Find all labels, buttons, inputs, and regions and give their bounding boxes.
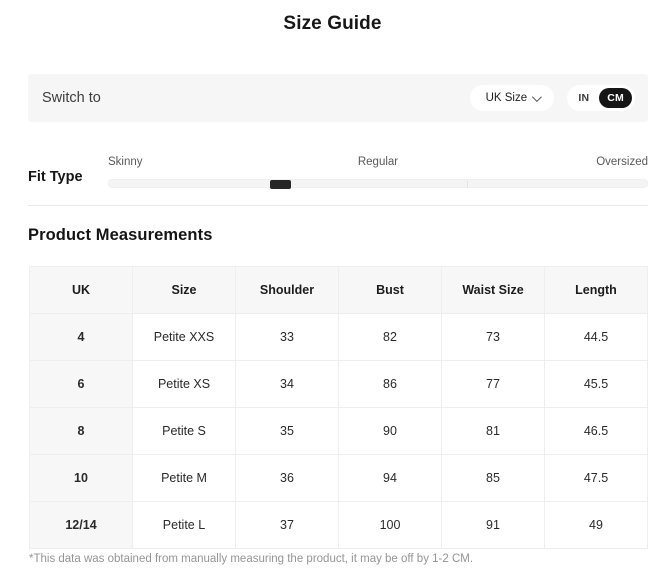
unit-toggle-group: IN CM: [567, 85, 635, 111]
cell-uk: 6: [29, 360, 133, 408]
cell-uk: 12/14: [29, 501, 133, 549]
measurements-table: UK Size Shoulder Bust Waist Size Length …: [29, 266, 648, 549]
table-row: 8 Petite S 35 90 81 46.5: [29, 407, 648, 455]
cell-length: 49: [544, 501, 648, 549]
switch-to-label: Switch to: [42, 90, 101, 106]
table-row: 4 Petite XXS 33 82 73 44.5: [29, 313, 648, 361]
cell-length: 44.5: [544, 313, 648, 361]
column-header-length: Length: [544, 266, 648, 314]
cell-bust: 94: [338, 454, 442, 502]
cell-shoulder: 34: [235, 360, 339, 408]
cell-waist-size: 85: [441, 454, 545, 502]
cell-shoulder: 33: [235, 313, 339, 361]
cell-waist-size: 81: [441, 407, 545, 455]
table-body: 4 Petite XXS 33 82 73 44.5 6 Petite XS 3…: [29, 313, 648, 549]
column-header-uk: UK: [29, 266, 133, 314]
cell-waist-size: 73: [441, 313, 545, 361]
cell-bust: 100: [338, 501, 442, 549]
cell-shoulder: 35: [235, 407, 339, 455]
fit-tick-regular: Regular: [357, 156, 399, 168]
cell-size: Petite M: [132, 454, 236, 502]
chevron-down-icon: [532, 91, 542, 102]
column-header-bust: Bust: [338, 266, 442, 314]
unit-switch-bar: Switch to UK Size IN CM: [28, 74, 648, 122]
cell-size: Petite S: [132, 407, 236, 455]
fit-type-slider[interactable]: Skinny Regular Oversized: [108, 150, 648, 194]
column-header-size: Size: [132, 266, 236, 314]
cell-size: Petite XS: [132, 360, 236, 408]
fit-type-slider-thumb[interactable]: [270, 180, 292, 189]
column-header-shoulder: Shoulder: [235, 266, 339, 314]
product-measurements-title: Product Measurements: [28, 226, 213, 244]
fit-tick-skinny: Skinny: [108, 156, 143, 168]
cell-length: 45.5: [544, 360, 648, 408]
cell-size: Petite XXS: [132, 313, 236, 361]
table-row: 6 Petite XS 34 86 77 45.5: [29, 360, 648, 408]
cell-length: 46.5: [544, 407, 648, 455]
cell-uk: 8: [29, 407, 133, 455]
fit-type-label: Fit Type: [28, 169, 83, 185]
table-row: 12/14 Petite L 37 100 91 49: [29, 501, 648, 549]
table-head: UK Size Shoulder Bust Waist Size Length: [29, 266, 648, 314]
table-row: 10 Petite M 36 94 85 47.5: [29, 454, 648, 502]
cell-shoulder: 36: [235, 454, 339, 502]
cell-shoulder: 37: [235, 501, 339, 549]
cell-bust: 82: [338, 313, 442, 361]
fit-type-slider-track[interactable]: [108, 179, 648, 189]
fit-type-tick-labels: Skinny Regular Oversized: [108, 156, 648, 172]
fit-tick-oversized: Oversized: [596, 156, 648, 168]
cell-waist-size: 91: [441, 501, 545, 549]
unit-option-cm[interactable]: CM: [599, 88, 632, 108]
size-system-dropdown[interactable]: UK Size: [470, 85, 555, 111]
fit-type-row: Fit Type Skinny Regular Oversized: [28, 150, 648, 194]
unit-option-in[interactable]: IN: [570, 88, 597, 108]
slider-tick-divider: [467, 181, 469, 188]
switch-controls: UK Size IN CM: [470, 85, 635, 111]
cell-uk: 4: [29, 313, 133, 361]
cell-bust: 90: [338, 407, 442, 455]
section-divider: [28, 205, 648, 206]
cell-length: 47.5: [544, 454, 648, 502]
cell-waist-size: 77: [441, 360, 545, 408]
cell-bust: 86: [338, 360, 442, 408]
page-title: Size Guide: [283, 13, 382, 34]
table-header-row: UK Size Shoulder Bust Waist Size Length: [29, 266, 648, 314]
measurements-table-wrapper: UK Size Shoulder Bust Waist Size Length …: [29, 266, 648, 549]
size-system-value: UK Size: [485, 92, 528, 104]
column-header-waist-size: Waist Size: [441, 266, 545, 314]
cell-size: Petite L: [132, 501, 236, 549]
cell-uk: 10: [29, 454, 133, 502]
measurement-footnote: *This data was obtained from manually me…: [29, 553, 474, 565]
